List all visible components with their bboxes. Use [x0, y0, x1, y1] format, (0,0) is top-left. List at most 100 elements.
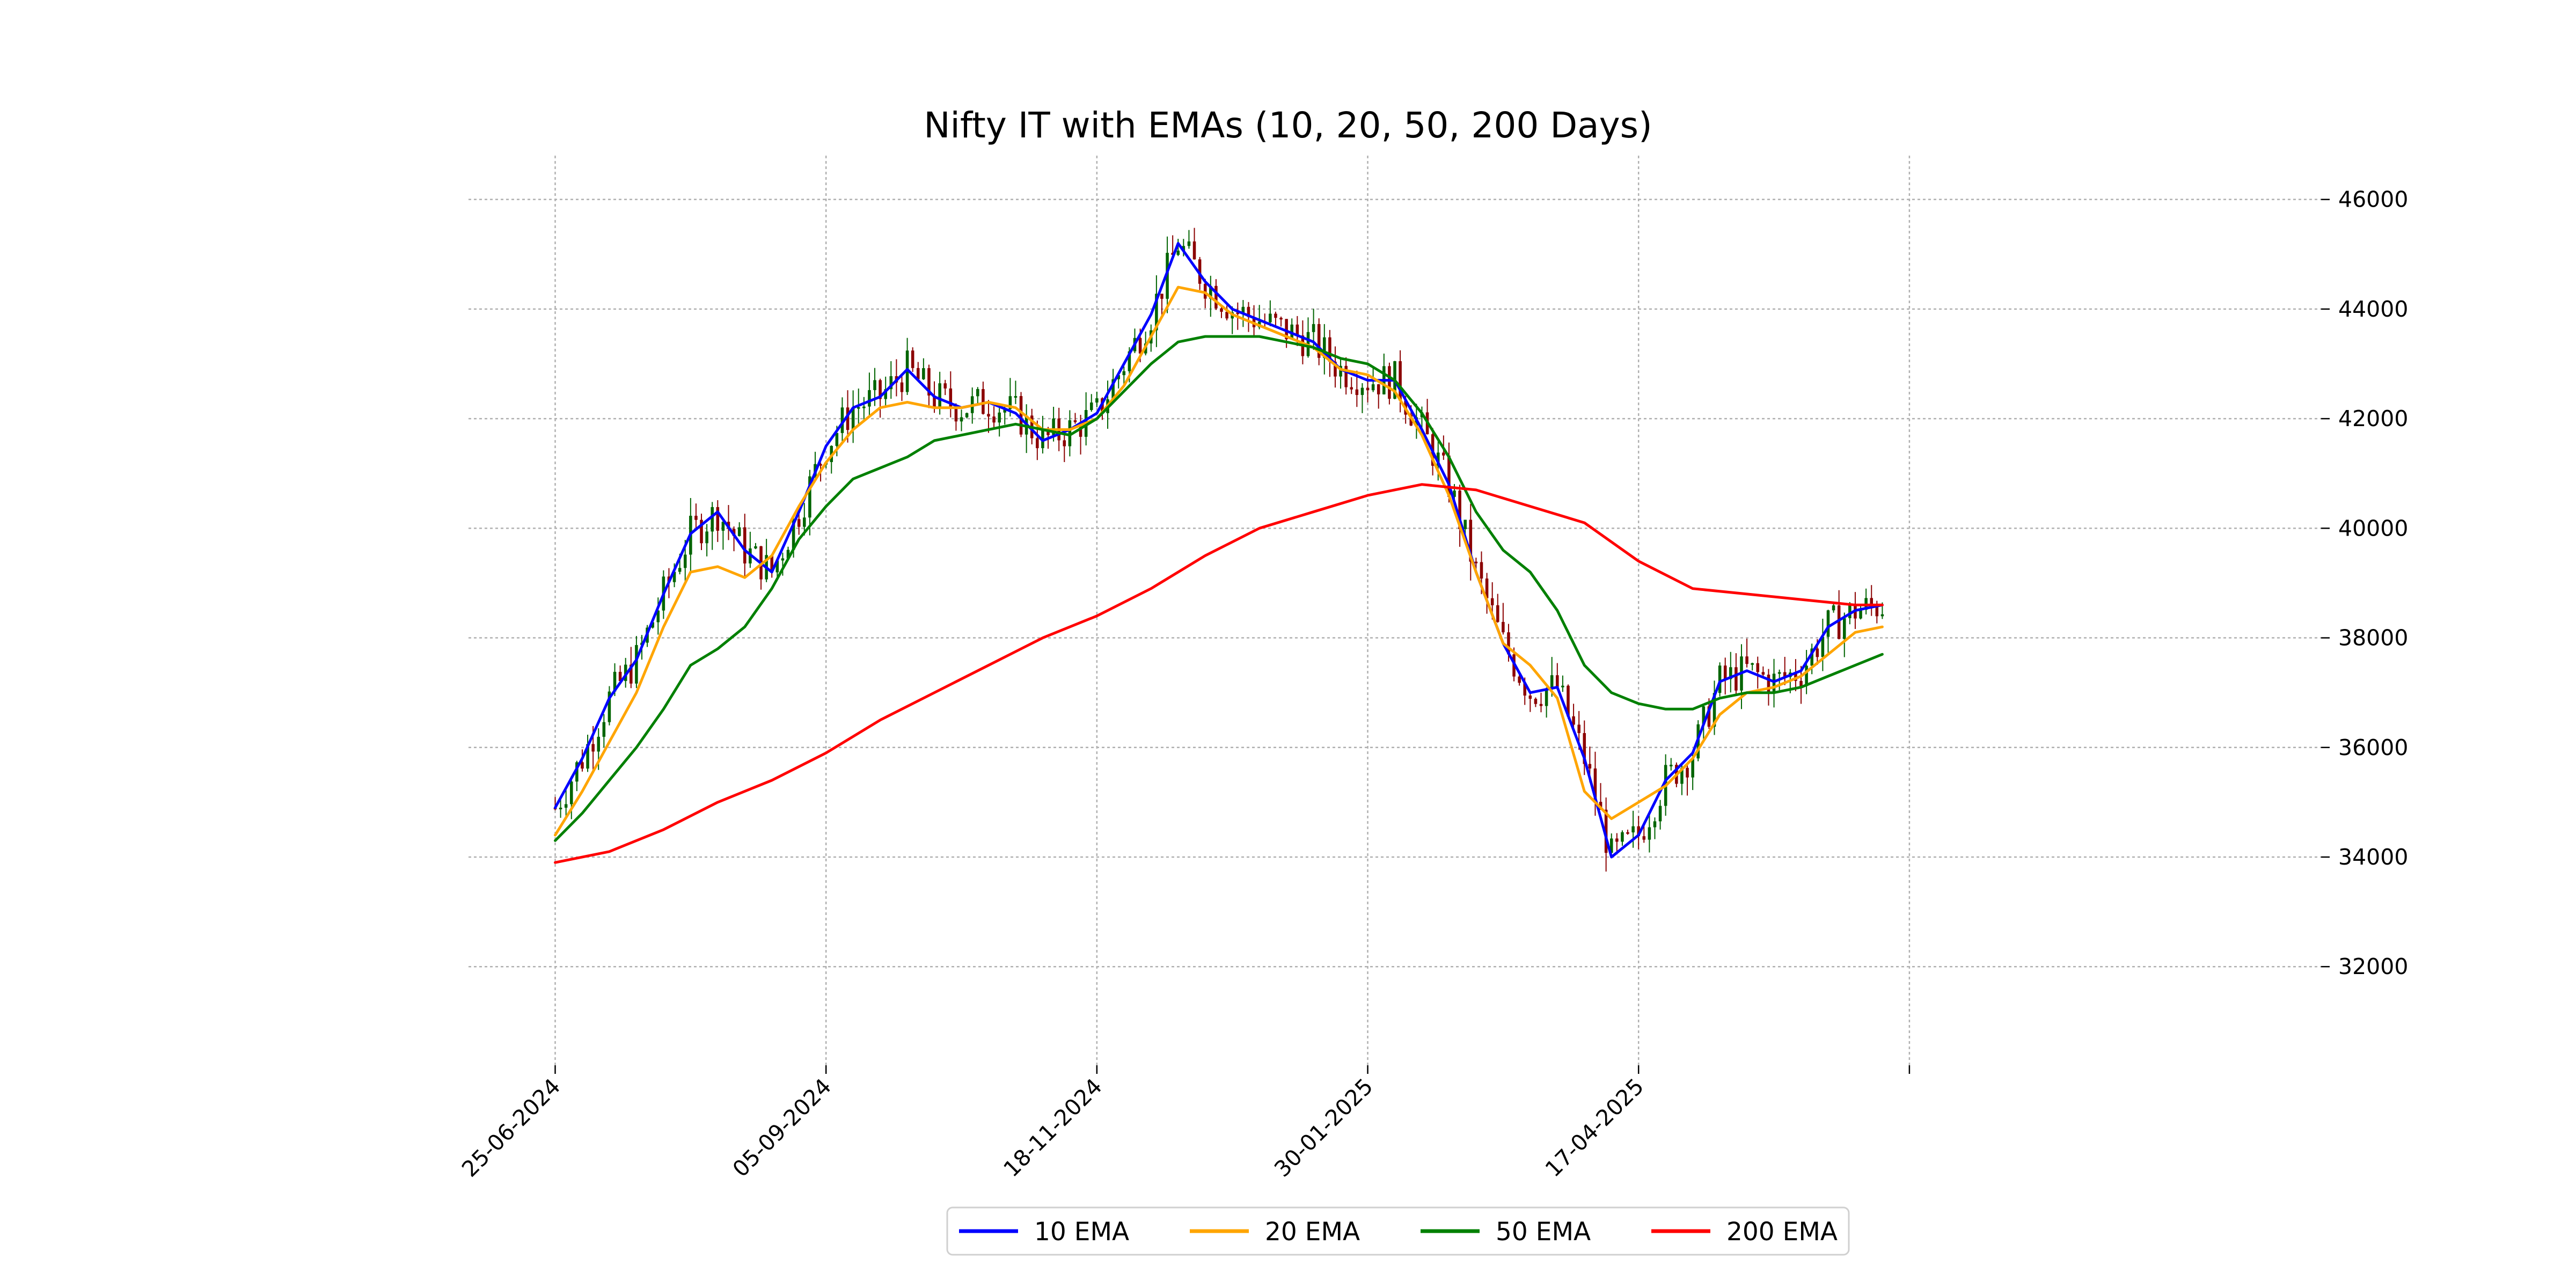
- candle-body: [1837, 605, 1841, 639]
- candle-body: [1528, 696, 1532, 699]
- candle-body: [1073, 420, 1077, 422]
- candle-body: [1008, 396, 1012, 409]
- candle-body: [1669, 764, 1673, 766]
- candle-body: [1772, 674, 1776, 693]
- candle-body: [1355, 389, 1359, 395]
- candle-body: [1323, 337, 1326, 358]
- candle-body: [851, 407, 855, 430]
- candle-body: [868, 390, 871, 407]
- candle-body: [949, 388, 953, 407]
- candle-body: [1296, 324, 1299, 336]
- candle-body: [1718, 665, 1722, 693]
- candle-body: [1485, 579, 1489, 598]
- candle-body: [1642, 836, 1646, 840]
- candle-body: [797, 519, 801, 527]
- chart-title: Nifty IT with EMAs (10, 20, 50, 200 Days…: [924, 105, 1652, 146]
- candle-body: [1767, 675, 1770, 693]
- candle-body: [1615, 838, 1619, 842]
- candle-body: [1447, 455, 1451, 497]
- y-tick-label: 46000: [2338, 187, 2408, 213]
- candle-body: [1269, 313, 1272, 323]
- candle-body: [1182, 246, 1185, 251]
- candle-body: [1648, 827, 1651, 840]
- candle-body: [987, 414, 990, 417]
- candle-body: [1502, 621, 1505, 633]
- candle-body: [575, 762, 579, 782]
- candle-body: [775, 560, 779, 573]
- candle-body: [781, 558, 785, 561]
- y-tick-label: 40000: [2338, 515, 2408, 541]
- candle-body: [678, 568, 682, 572]
- legend-box: [946, 1206, 1850, 1256]
- candle-body: [786, 550, 790, 559]
- candle-body: [1842, 618, 1846, 639]
- candle-body: [1735, 667, 1738, 691]
- candle-body: [1350, 387, 1353, 390]
- y-tick-label: 34000: [2338, 844, 2408, 870]
- candle-body: [1344, 365, 1348, 387]
- candle-body: [705, 531, 708, 544]
- candle-body: [1247, 306, 1250, 317]
- candle-body: [1095, 398, 1099, 403]
- candle-body: [922, 368, 925, 379]
- candle-body: [840, 407, 844, 433]
- candle-body: [581, 762, 584, 769]
- candle-body: [998, 412, 1001, 423]
- candle-body: [1014, 396, 1018, 398]
- candle-body: [1799, 680, 1803, 686]
- candle-body: [711, 507, 714, 532]
- candle-body: [1783, 672, 1787, 677]
- candle-body: [1626, 832, 1629, 834]
- candle-body: [1236, 312, 1240, 314]
- candle-body: [1138, 338, 1142, 354]
- candle-body: [597, 736, 601, 752]
- candle-body: [911, 350, 914, 368]
- candle-body: [743, 527, 747, 564]
- candle-body: [1810, 648, 1813, 666]
- candle-body: [1702, 706, 1706, 724]
- candle-body: [1523, 683, 1527, 696]
- candle-body: [1003, 409, 1007, 413]
- candle-body: [1550, 675, 1554, 689]
- series-line-200-ema: [554, 483, 1884, 864]
- candle-body: [1729, 667, 1732, 679]
- candle-body: [1507, 632, 1510, 655]
- candlestick-series: [553, 228, 1884, 872]
- candle-body: [1203, 283, 1207, 299]
- candle-body: [1658, 806, 1662, 822]
- candle-body: [716, 507, 720, 531]
- candle-body: [1756, 663, 1760, 672]
- candle-body: [1463, 519, 1467, 529]
- candle-body: [1160, 294, 1163, 299]
- candle-body: [608, 691, 611, 722]
- candle-body: [1214, 286, 1218, 309]
- candle-body: [1312, 324, 1315, 332]
- candle-body: [1317, 324, 1321, 358]
- candle-body: [965, 413, 969, 418]
- candle-body: [1604, 809, 1608, 853]
- candle-body: [889, 376, 893, 390]
- candle-body: [1583, 733, 1586, 764]
- candle-body: [1128, 351, 1131, 371]
- candle-body: [1691, 758, 1694, 778]
- candle-body: [1686, 767, 1689, 778]
- candle-body: [732, 529, 736, 536]
- candle-body: [1046, 429, 1050, 435]
- candle-body: [1399, 361, 1402, 401]
- candle-body: [1859, 610, 1862, 619]
- candle-body: [613, 671, 617, 692]
- candle-body: [1572, 716, 1575, 725]
- candle-body: [1777, 672, 1781, 674]
- candle-body: [1285, 319, 1288, 340]
- candle-body: [602, 722, 606, 737]
- candle-body: [873, 380, 876, 390]
- candle-body: [683, 554, 687, 568]
- candle-body: [1751, 663, 1754, 665]
- candle-body: [1490, 598, 1494, 605]
- candle-body: [1880, 614, 1884, 617]
- candle-body: [1545, 689, 1548, 706]
- candle-body: [1832, 605, 1835, 611]
- candle-body: [1274, 313, 1277, 318]
- candle-body: [1609, 838, 1613, 853]
- candle-body: [1371, 384, 1375, 391]
